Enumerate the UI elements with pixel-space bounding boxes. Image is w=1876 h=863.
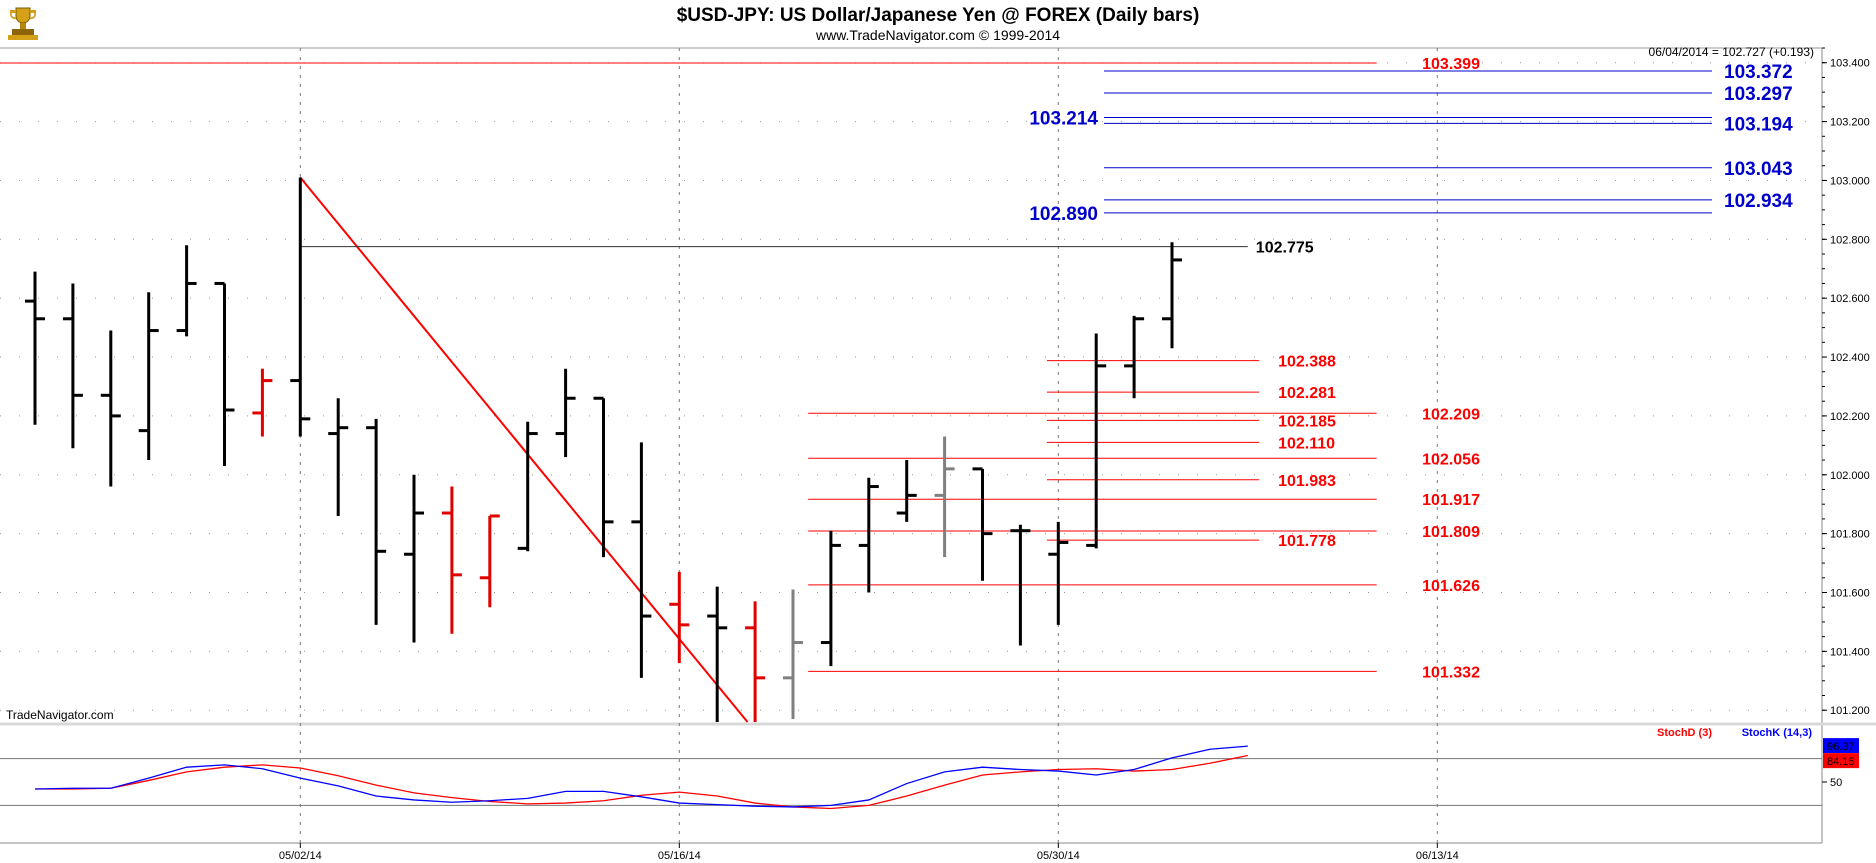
stoch-d-line <box>35 754 1248 810</box>
red-level-label: 102.281 <box>1278 385 1336 402</box>
blue-level-label: 103.297 <box>1724 84 1793 105</box>
ohlc-bar <box>479 514 500 608</box>
ohlc-bar <box>555 368 576 458</box>
chart-subtitle: www.TradeNavigator.com © 1999-2014 <box>815 27 1060 43</box>
y-tick-label: 101.600 <box>1830 587 1870 599</box>
ohlc-bar <box>669 571 690 664</box>
red-level-label: 103.399 <box>1422 56 1480 73</box>
ohlc-bar <box>858 477 879 593</box>
ohlc-bar <box>783 589 803 720</box>
red-level-label: 102.388 <box>1278 354 1336 371</box>
blue-level-label: 103.372 <box>1724 62 1793 83</box>
red-level-label: 102.209 <box>1422 406 1480 423</box>
red-level-label: 102.110 <box>1278 435 1335 452</box>
ohlc-bar <box>176 245 197 337</box>
ohlc-bar <box>631 442 652 678</box>
blue-level-label: 103.194 <box>1724 114 1793 135</box>
ohlc-bar <box>100 330 121 487</box>
red-level-label: 101.626 <box>1422 578 1480 595</box>
ohlc-bar <box>252 368 273 437</box>
y-tick-label: 101.800 <box>1830 529 1870 541</box>
ohlc-bar <box>707 586 728 722</box>
blue-level-label: 103.214 <box>1029 108 1098 129</box>
blue-level-label: 102.934 <box>1724 191 1793 212</box>
blue-level-label: 102.890 <box>1029 204 1098 225</box>
y-tick-label: 101.400 <box>1830 646 1870 658</box>
y-tick-label: 102.400 <box>1830 352 1870 364</box>
red-level-label: 101.983 <box>1278 473 1336 490</box>
ohlc-bar <box>366 418 387 625</box>
ohlc-bar <box>328 398 349 516</box>
blue-level-label: 103.043 <box>1724 159 1793 180</box>
stoch-y-tick-label: 50 <box>1830 777 1842 789</box>
ohlc-bar <box>517 421 538 552</box>
ohlc-bar <box>593 396 614 558</box>
stoch-k-value: 96.37 <box>1827 741 1855 753</box>
trophy-icon <box>8 7 38 40</box>
ohlc-bar <box>972 467 993 581</box>
x-tick-label: 05/16/14 <box>658 850 701 862</box>
levels: 102.775 103.399 102.388 102.281 102.209 102.1… <box>0 56 1793 723</box>
y-tick-label: 102.600 <box>1830 293 1870 305</box>
x-tick-label: 06/13/14 <box>1416 850 1459 862</box>
red-level-label: 101.917 <box>1422 492 1480 509</box>
red-level-label: 102.056 <box>1422 451 1480 468</box>
y-tick-label: 102.000 <box>1830 470 1870 482</box>
y-tick-label: 102.800 <box>1830 234 1870 246</box>
ohlc-bars <box>25 177 1182 722</box>
y-tick-label: 103.400 <box>1830 58 1870 70</box>
ohlc-bar <box>214 281 235 466</box>
x-axis: 05/02/14 05/16/14 05/30/14 06/13/14 <box>279 843 1459 862</box>
ohlc-bar <box>1048 521 1069 625</box>
y-tick-label: 103.000 <box>1830 175 1870 187</box>
grid <box>0 48 1822 843</box>
ohlc-bar <box>1086 333 1107 549</box>
x-tick-label: 05/02/14 <box>279 850 322 862</box>
ohlc-bar <box>934 436 955 558</box>
ohlc-bar <box>25 271 45 425</box>
ohlc-bar <box>1162 242 1182 349</box>
ohlc-bar <box>62 283 83 449</box>
ohlc-bar <box>745 601 766 722</box>
stoch-d-legend: StochD (3) <box>1657 727 1712 739</box>
quote-readout: 06/04/2014 = 102.727 (+0.193) <box>1649 45 1814 59</box>
logo <box>8 7 38 40</box>
ohlc-bar <box>138 292 159 461</box>
stoch-d-value-box <box>1823 753 1859 769</box>
ohlc-bar <box>404 474 424 643</box>
ohlc-bar <box>290 177 311 437</box>
red-level-label: 101.778 <box>1278 533 1336 550</box>
y-tick-label: 103.200 <box>1830 117 1870 129</box>
red-level-label: 101.332 <box>1422 664 1480 681</box>
ohlc-bar <box>441 486 462 634</box>
red-level-label: 102.185 <box>1278 413 1336 430</box>
red-level-label: 101.809 <box>1422 524 1480 541</box>
x-tick-label: 05/30/14 <box>1037 850 1080 862</box>
y-tick-label: 102.200 <box>1830 411 1870 423</box>
y-tick-label: 101.200 <box>1830 705 1870 717</box>
y-axis: 101.200 101.400 101.600 101.800 102.000 102.2… <box>1822 47 1870 717</box>
trendline <box>299 176 749 723</box>
ohlc-bar <box>1124 315 1145 399</box>
stoch-k-legend: StochK (14,3) <box>1742 727 1813 739</box>
resistance-label: 102.775 <box>1256 240 1314 257</box>
stoch-k-value-box <box>1823 738 1859 754</box>
stoch-k-line <box>34 745 1248 808</box>
stochastic-panel: 50 96.37 84.15 <box>0 738 1859 810</box>
chart-title: $USD-JPY: US Dollar/Japanese Yen @ FOREX… <box>677 5 1200 26</box>
watermark: TradeNavigator.com <box>6 708 114 722</box>
stoch-d-value: 84.15 <box>1827 756 1855 768</box>
ohlc-bar <box>1010 524 1031 646</box>
ohlc-bar <box>820 530 841 667</box>
ohlc-bar <box>896 460 917 522</box>
